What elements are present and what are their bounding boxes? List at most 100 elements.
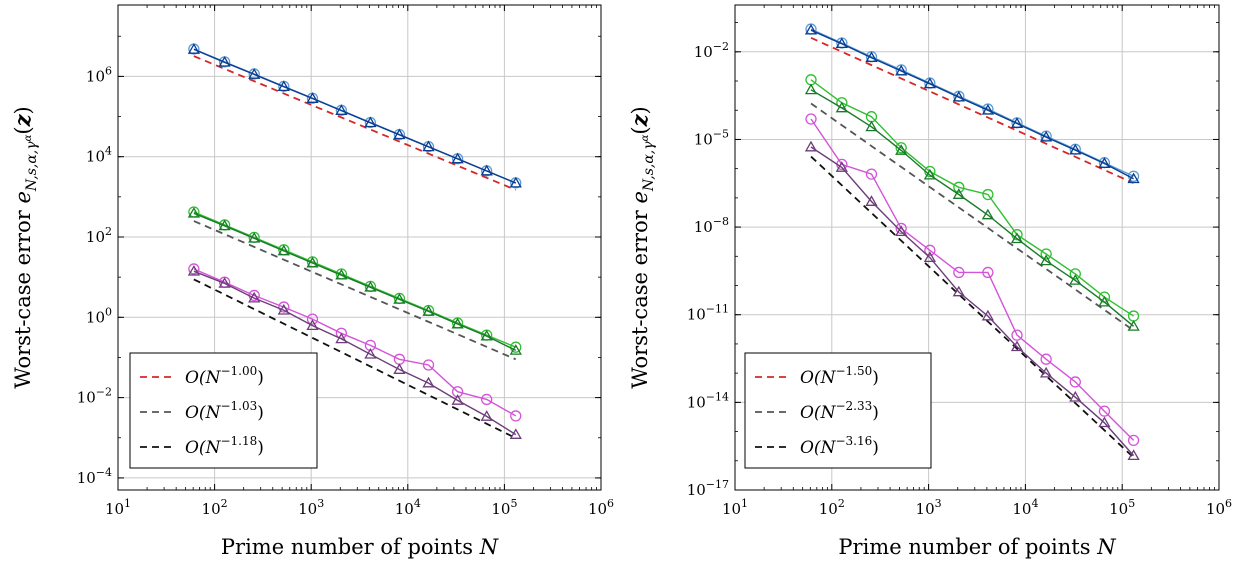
data-point-triangle	[422, 376, 435, 388]
data-point-circle	[1098, 405, 1111, 417]
data-point-triangle	[277, 244, 290, 256]
reference-line	[193, 55, 517, 191]
x-tick-label: 104	[395, 497, 421, 518]
data-point-circle	[982, 266, 994, 279]
legend-entry-base: O(N	[800, 368, 837, 388]
y-tick-label: 100	[86, 305, 112, 326]
x-tick-label-exp: 4	[414, 497, 421, 510]
y-axis-label-z: z	[10, 113, 35, 127]
data-point-triangle	[218, 277, 231, 288]
y-tick-label-base: 10	[694, 218, 713, 236]
x-tick-label-base: 10	[105, 500, 124, 518]
data-point-triangle	[865, 120, 878, 132]
data-point-triangle	[895, 144, 908, 155]
reference-line	[810, 102, 1135, 332]
legend-entry-base: O(N	[185, 438, 222, 458]
y-tick-label-base: 10	[687, 481, 706, 499]
x-tick-label-exp: 5	[1128, 497, 1135, 510]
y-axis-label-sub: N,s,α,γ	[641, 141, 657, 192]
legend-entry-label: O(N−1.00)	[185, 364, 264, 388]
series-group	[187, 43, 522, 439]
data-point-triangle	[335, 104, 348, 115]
y-tick-label-exp: −2	[713, 40, 729, 53]
data-point-circle	[1069, 268, 1081, 280]
data-point-circle	[924, 244, 936, 256]
data-point-triangle	[306, 92, 319, 103]
x-tick-label-exp: 1	[124, 497, 131, 510]
data-point-triangle	[393, 363, 406, 374]
data-point-triangle	[509, 428, 522, 439]
data-point-triangle	[364, 116, 377, 128]
y-tick-label: 106	[86, 64, 112, 85]
y-tick-label: 10−5	[694, 127, 729, 148]
x-tick-labels: 101 102 103 104 105 106	[105, 497, 614, 518]
x-tick-label: 102	[819, 497, 845, 518]
data-point-triangle	[923, 251, 937, 263]
chart-left: 101 102 103 104 105 10610−410−2100102104106Pr…	[10, 4, 614, 559]
y-tick-label-base: 10	[77, 389, 96, 407]
series-3	[805, 74, 1140, 322]
reference-line	[810, 37, 1134, 184]
data-point-circle	[895, 222, 907, 235]
data-point-circle	[805, 113, 817, 125]
legend: O(N−1.50)O(N−2.33)O(N−3.16)	[744, 352, 932, 469]
y-axis-label-close: )	[11, 106, 35, 114]
y-tick-label: 104	[86, 145, 112, 166]
y-axis-label-close: )	[628, 106, 652, 114]
data-point-triangle	[1010, 117, 1024, 128]
y-tick-label: 10−11	[687, 303, 729, 324]
data-point-triangle	[248, 291, 261, 303]
data-point-triangle	[422, 305, 435, 316]
data-point-triangle	[1069, 143, 1082, 155]
data-point-triangle	[981, 103, 995, 115]
y-tick-label: 10−2	[77, 386, 112, 407]
x-tick-label: 103	[916, 497, 942, 518]
legend-entry-label: O(N−1.18)	[185, 434, 264, 458]
data-point-triangle	[804, 23, 818, 35]
series-2	[187, 43, 522, 188]
legend-entry-exp: −1.03	[220, 399, 257, 413]
data-point-triangle	[1010, 232, 1024, 244]
data-point-circle	[982, 188, 994, 201]
y-tick-label-base: 10	[687, 393, 706, 411]
data-point-triangle	[277, 303, 290, 315]
x-axis-label: Prime number of points N	[838, 535, 1116, 559]
y-tick-label: 10−14	[687, 390, 729, 411]
data-point-triangle	[480, 329, 493, 341]
x-tick-label: 101	[722, 497, 748, 518]
data-point-circle	[953, 181, 965, 193]
x-tick-label-exp: 3	[317, 497, 324, 510]
x-tick-labels: 101 102 103 104 105 106	[722, 497, 1232, 518]
data-point-triangle	[451, 317, 464, 329]
y-tick-label-base: 10	[694, 130, 713, 148]
legend-entry-label: O(N−2.33)	[800, 399, 879, 423]
series-line	[193, 48, 517, 184]
x-tick-label-exp: 2	[221, 497, 228, 510]
y-tick-label-base: 10	[694, 43, 713, 61]
y-tick-label-base: 10	[86, 67, 105, 85]
y-axis-label-text: Worst-case error	[628, 204, 652, 389]
y-tick-label-exp: −2	[96, 386, 112, 399]
data-point-triangle	[1039, 366, 1053, 378]
y-tick-label: 10−4	[77, 466, 112, 487]
y-axis-label-e: e	[628, 191, 652, 203]
legend-entry-close: )	[872, 438, 879, 458]
data-point-triangle	[187, 264, 201, 276]
x-tick-label: 105	[1109, 497, 1135, 518]
x-tick-label-base: 10	[202, 500, 221, 518]
data-point-triangle	[923, 168, 937, 180]
x-tick-label-base: 10	[395, 500, 414, 518]
data-point-triangle	[277, 80, 290, 92]
data-point-circle	[481, 393, 493, 406]
y-tick-label-base: 10	[86, 228, 105, 246]
x-axis-label-var: N	[1096, 535, 1116, 559]
data-point-triangle	[1039, 254, 1053, 266]
y-axis-label-arg: (	[628, 126, 652, 134]
data-point-triangle	[1069, 274, 1082, 285]
y-tick-label-exp: −11	[706, 303, 729, 316]
x-tick-label-base: 10	[819, 500, 838, 518]
data-point-triangle	[364, 280, 377, 292]
legend-entry-exp: −3.16	[835, 434, 872, 448]
